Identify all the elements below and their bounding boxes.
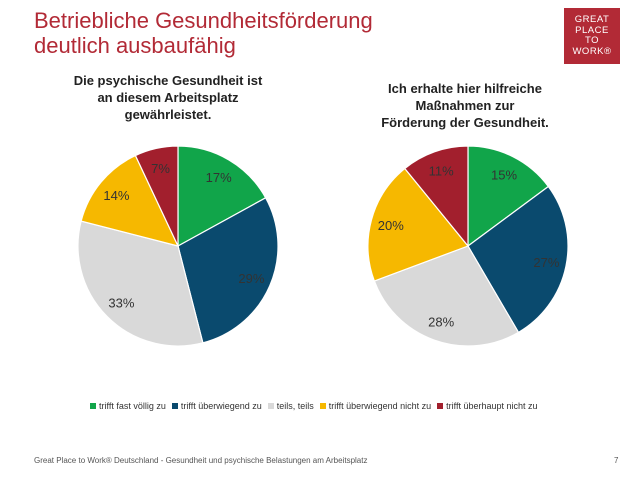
chart-1-data-label-4: 14% — [103, 188, 129, 203]
chart-2-slice-1 — [467, 145, 550, 248]
page-number: 7 — [614, 456, 619, 465]
legend-swatch-4 — [319, 403, 326, 409]
page-title: Betriebliche Gesundheitsförderung deutli… — [34, 8, 373, 58]
chart-1-data-label-1: 17% — [206, 170, 232, 185]
chart-2-slice-3 — [373, 245, 520, 347]
logo-line-1: GREAT — [574, 14, 610, 25]
legend-label-2: trifft überwiegend zu — [180, 401, 262, 411]
great-place-to-work-logo: GREAT PLACE TO WORK® — [564, 8, 620, 64]
chart-2-slice-2 — [467, 185, 569, 334]
chart-1-title: Die psychische Gesundheit ist an diesem … — [58, 72, 278, 123]
chart-1-data-label-2: 29% — [238, 271, 264, 286]
chart-2-data-label-3: 28% — [428, 314, 454, 329]
legend-label-1: trifft fast völlig zu — [99, 401, 166, 411]
chart-1-title-line-3: gewährleistet. — [124, 107, 212, 122]
logo-line-4: WORK® — [572, 45, 612, 57]
chart-1-slice-2 — [177, 197, 279, 344]
chart-1-data-label-3: 33% — [108, 296, 134, 311]
chart-1-slice-3 — [77, 220, 204, 347]
legend-label-4: trifft überwiegend nicht zu — [328, 401, 432, 411]
legend-item-1: trifft fast völlig zu — [90, 401, 166, 411]
logo-line-3: TO — [584, 35, 600, 46]
chart-2-title-line-2: Maßnahmen zur — [415, 98, 515, 113]
footer-text: Great Place to Work® Deutschland - Gesun… — [34, 456, 368, 465]
legend-item-4: trifft überwiegend nicht zu — [319, 401, 432, 411]
chart-2-slice-5 — [403, 145, 469, 248]
chart-2-title-line-1: Ich erhalte hier hilfreiche — [388, 81, 542, 96]
chart-2-data-label-1: 15% — [491, 168, 517, 183]
chart-2-title-line-3: Förderung der Gesundheit. — [381, 115, 549, 130]
legend-swatch-5 — [437, 403, 444, 409]
chart-1-slice-5 — [134, 145, 179, 247]
legend-item-2: trifft überwiegend zu — [171, 401, 262, 411]
legend-swatch-1 — [90, 403, 96, 409]
chart-2-title: Ich erhalte hier hilfreiche Maßnahmen zu… — [360, 80, 570, 131]
chart-2-data-label-2: 27% — [533, 255, 559, 270]
legend-swatch-3 — [267, 403, 274, 409]
chart-2-data-label-4: 20% — [378, 218, 404, 233]
page-title-line-2: deutlich ausbaufähig — [34, 33, 236, 58]
legend-item-3: teils, teils — [267, 401, 314, 411]
chart-1-slice-1 — [177, 145, 267, 248]
legend-label-5: trifft überhaupt nicht zu — [446, 401, 538, 411]
chart-2-data-label-5: 11% — [429, 164, 454, 179]
chart-2-slice-4 — [367, 167, 469, 282]
logo-line-2: PLACE — [575, 24, 609, 36]
legend-item-5: trifft überhaupt nicht zu — [437, 401, 538, 411]
legend-swatch-2 — [171, 403, 178, 409]
chart-1-slice-4 — [80, 154, 180, 247]
page-title-line-1: Betriebliche Gesundheitsförderung — [34, 8, 373, 33]
chart-1-title-line-1: Die psychische Gesundheit ist — [73, 73, 263, 88]
chart-1-title-line-2: an diesem Arbeitsplatz — [97, 90, 239, 105]
chart-legend: trifft fast völlig zu trifft überwiegend… — [90, 401, 544, 411]
legend-label-3: teils, teils — [276, 401, 314, 411]
chart-1-data-label-5: 7% — [151, 161, 170, 176]
